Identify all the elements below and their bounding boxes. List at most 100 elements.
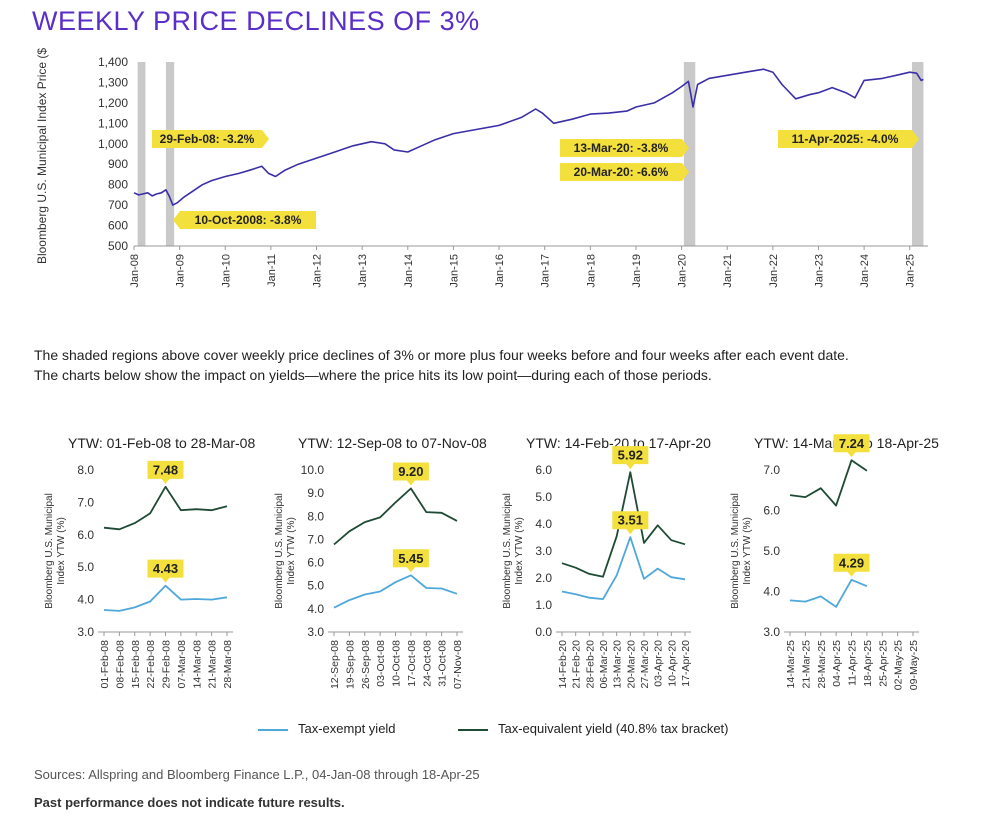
ytw-y-tick-label: 8.0 — [77, 463, 94, 477]
ytw-y-tick-label: 7.0 — [763, 463, 780, 477]
x-tick-label: Jan-22 — [768, 254, 780, 288]
ytw-x-tick-label: 17-Oct-08 — [406, 640, 418, 687]
ytw-x-tick-label: 02-May-25 — [893, 640, 905, 690]
x-tick-label: Jan-18 — [585, 254, 597, 288]
ytw-y-tick-label: 4.0 — [307, 602, 324, 616]
ytw-callout-label: 7.24 — [839, 436, 865, 451]
x-tick-label: Jan-10 — [220, 254, 232, 288]
ytw-x-tick-label: 10-Apr-20 — [666, 640, 678, 687]
annotation-label: 29-Feb-08: -3.2% — [160, 132, 255, 146]
ytw-y-tick-label: 5.0 — [763, 544, 780, 558]
ytw-x-tick-label: 10-Oct-08 — [391, 640, 403, 687]
tax-equivalent-line — [789, 459, 868, 507]
ytw-callout-label: 5.45 — [398, 551, 423, 566]
annotation-box — [173, 211, 316, 229]
ytw-x-tick-label: 28-Mar-08 — [222, 640, 234, 689]
x-tick-label: Jan-20 — [677, 254, 689, 288]
ytw-x-tick-label: 17-Apr-20 — [680, 640, 692, 687]
ytw-y-axis-label-line-1: Bloomberg U.S. Municipal — [44, 493, 55, 609]
tax-equivalent-line — [561, 471, 686, 578]
annotation-box — [778, 130, 919, 148]
ytw-callout: 3.51 — [612, 511, 649, 535]
price-chart: 500 600 700 800 900 1,000 1,100 1,200 1,300 1,400… — [35, 48, 928, 288]
ytw-y-tick-label: 7.0 — [77, 495, 94, 509]
ytw-x-tick-label: 18-Apr-25 — [862, 640, 874, 687]
ytw-y-tick-label: 5.0 — [77, 560, 94, 574]
x-tick-label: Jan-09 — [175, 254, 187, 288]
annotation-callout: 11-Apr-2025: -4.0% — [778, 130, 919, 148]
ytw-x-tick-label: 14-Feb-20 — [557, 640, 569, 689]
ytw-y-tick-label: 5.0 — [307, 579, 324, 593]
x-tick-label: Jan-11 — [266, 254, 278, 287]
annotation-box — [560, 163, 689, 181]
ytw-y-tick-label: 5.0 — [535, 490, 552, 504]
ytw-x-tick-label: 08-Feb-08 — [114, 640, 126, 689]
y-tick-label: 500 — [108, 239, 128, 253]
y-tick-label: 700 — [108, 198, 128, 212]
description-line-2: The charts below show the impact on yiel… — [34, 367, 712, 383]
ytw-callout-box — [147, 559, 184, 583]
y-tick-label: 1,300 — [98, 75, 128, 89]
ytw-y-axis-label-line-2: Index YTW (%) — [56, 517, 67, 585]
y-tick-label: 1,400 — [98, 55, 128, 69]
ytw-charts: YTW: 01-Feb-08 to 28-Mar-08 Bloomberg U.S… — [44, 434, 939, 690]
y-axis-label: Bloomberg U.S. Municipal Index Price ($) — [35, 48, 49, 264]
ytw-y-tick-label: 1.0 — [535, 598, 552, 612]
x-tick-label: Jan-13 — [357, 254, 369, 288]
ytw-y-tick-label: 3.0 — [307, 625, 324, 639]
ytw-chart-3: YTW: 14-Feb-20 to 17-Apr-20 Bloomberg U.S… — [502, 435, 711, 688]
ytw-y-tick-label: 6.0 — [535, 463, 552, 477]
x-tick-label: Jan-25 — [905, 254, 917, 288]
annotation-label: 13-Mar-20: -3.8% — [574, 141, 669, 155]
ytw-y-tick-label: 4.0 — [535, 517, 552, 531]
ytw-chart-1: YTW: 01-Feb-08 to 28-Mar-08 Bloomberg U.S… — [44, 435, 255, 688]
y-tick-label: 900 — [108, 157, 128, 171]
ytw-y-tick-label: 0.0 — [535, 625, 552, 639]
ytw-x-tick-label: 27-Mar-20 — [639, 640, 651, 689]
x-tick-label: Jan-12 — [312, 254, 324, 288]
ytw-y-tick-label: 9.0 — [307, 486, 324, 500]
ytw-y-tick-label: 7.0 — [307, 532, 324, 546]
legend-swatch-tax-exempt — [258, 729, 288, 731]
ytw-x-tick-label: 19-Sep-08 — [344, 640, 356, 689]
tax-equivalent-line — [103, 485, 228, 531]
x-tick-label: Jan-21 — [722, 254, 734, 288]
ytw-x-tick-label: 31-Oct-08 — [437, 640, 449, 687]
ytw-callout-label: 3.51 — [618, 513, 643, 528]
ytw-x-tick-label: 04-Apr-25 — [831, 640, 843, 687]
ytw-callout: 4.29 — [833, 553, 870, 577]
ytw-x-tick-label: 07-Mar-08 — [176, 640, 188, 689]
ytw-x-tick-label: 28-Mar-25 — [816, 640, 828, 689]
ytw-callout-label: 4.29 — [839, 555, 864, 570]
legend-swatch-tax-equivalent — [458, 729, 488, 731]
ytw-x-tick-label: 21-Mar-08 — [207, 640, 219, 689]
y-tick-label: 1,200 — [98, 96, 128, 110]
ytw-x-tick-label: 20-Mar-20 — [625, 640, 637, 689]
ytw-y-axis-label-line-2: Index YTW (%) — [514, 517, 525, 585]
ytw-callout-label: 4.43 — [153, 561, 178, 576]
ytw-chart-title: YTW: 14-Feb-20 to 17-Apr-20 — [526, 435, 711, 451]
ytw-x-tick-label: 21-Feb-20 — [571, 640, 583, 689]
tax-exempt-line — [333, 574, 458, 609]
ytw-callout-label: 7.48 — [153, 462, 178, 477]
annotation-box — [560, 139, 689, 157]
tax-exempt-line — [561, 536, 686, 600]
ytw-x-tick-label: 11-Apr-25 — [847, 640, 859, 686]
tax-exempt-line — [103, 584, 228, 612]
legend-label-tax-equivalent: Tax-equivalent yield (40.8% tax bracket) — [498, 721, 729, 736]
source-note: Sources: Allspring and Bloomberg Finance… — [34, 767, 480, 782]
y-tick-label: 800 — [108, 178, 128, 192]
y-tick-label: 600 — [108, 219, 128, 233]
x-tick-label: Jan-15 — [448, 254, 460, 288]
ytw-callout-box — [612, 511, 649, 535]
ytw-y-tick-label: 10.0 — [301, 463, 325, 477]
ytw-y-tick-label: 4.0 — [763, 585, 780, 599]
ytw-x-tick-label: 03-Oct-08 — [375, 640, 387, 687]
ytw-callout-box — [833, 434, 870, 458]
page-title: WEEKLY PRICE DECLINES OF 3% — [32, 6, 480, 36]
shaded-period-3 — [683, 62, 696, 246]
tax-exempt-line — [789, 578, 868, 608]
description-line-1: The shaded regions above cover weekly pr… — [34, 347, 849, 363]
ytw-callout: 7.24 — [833, 434, 870, 458]
